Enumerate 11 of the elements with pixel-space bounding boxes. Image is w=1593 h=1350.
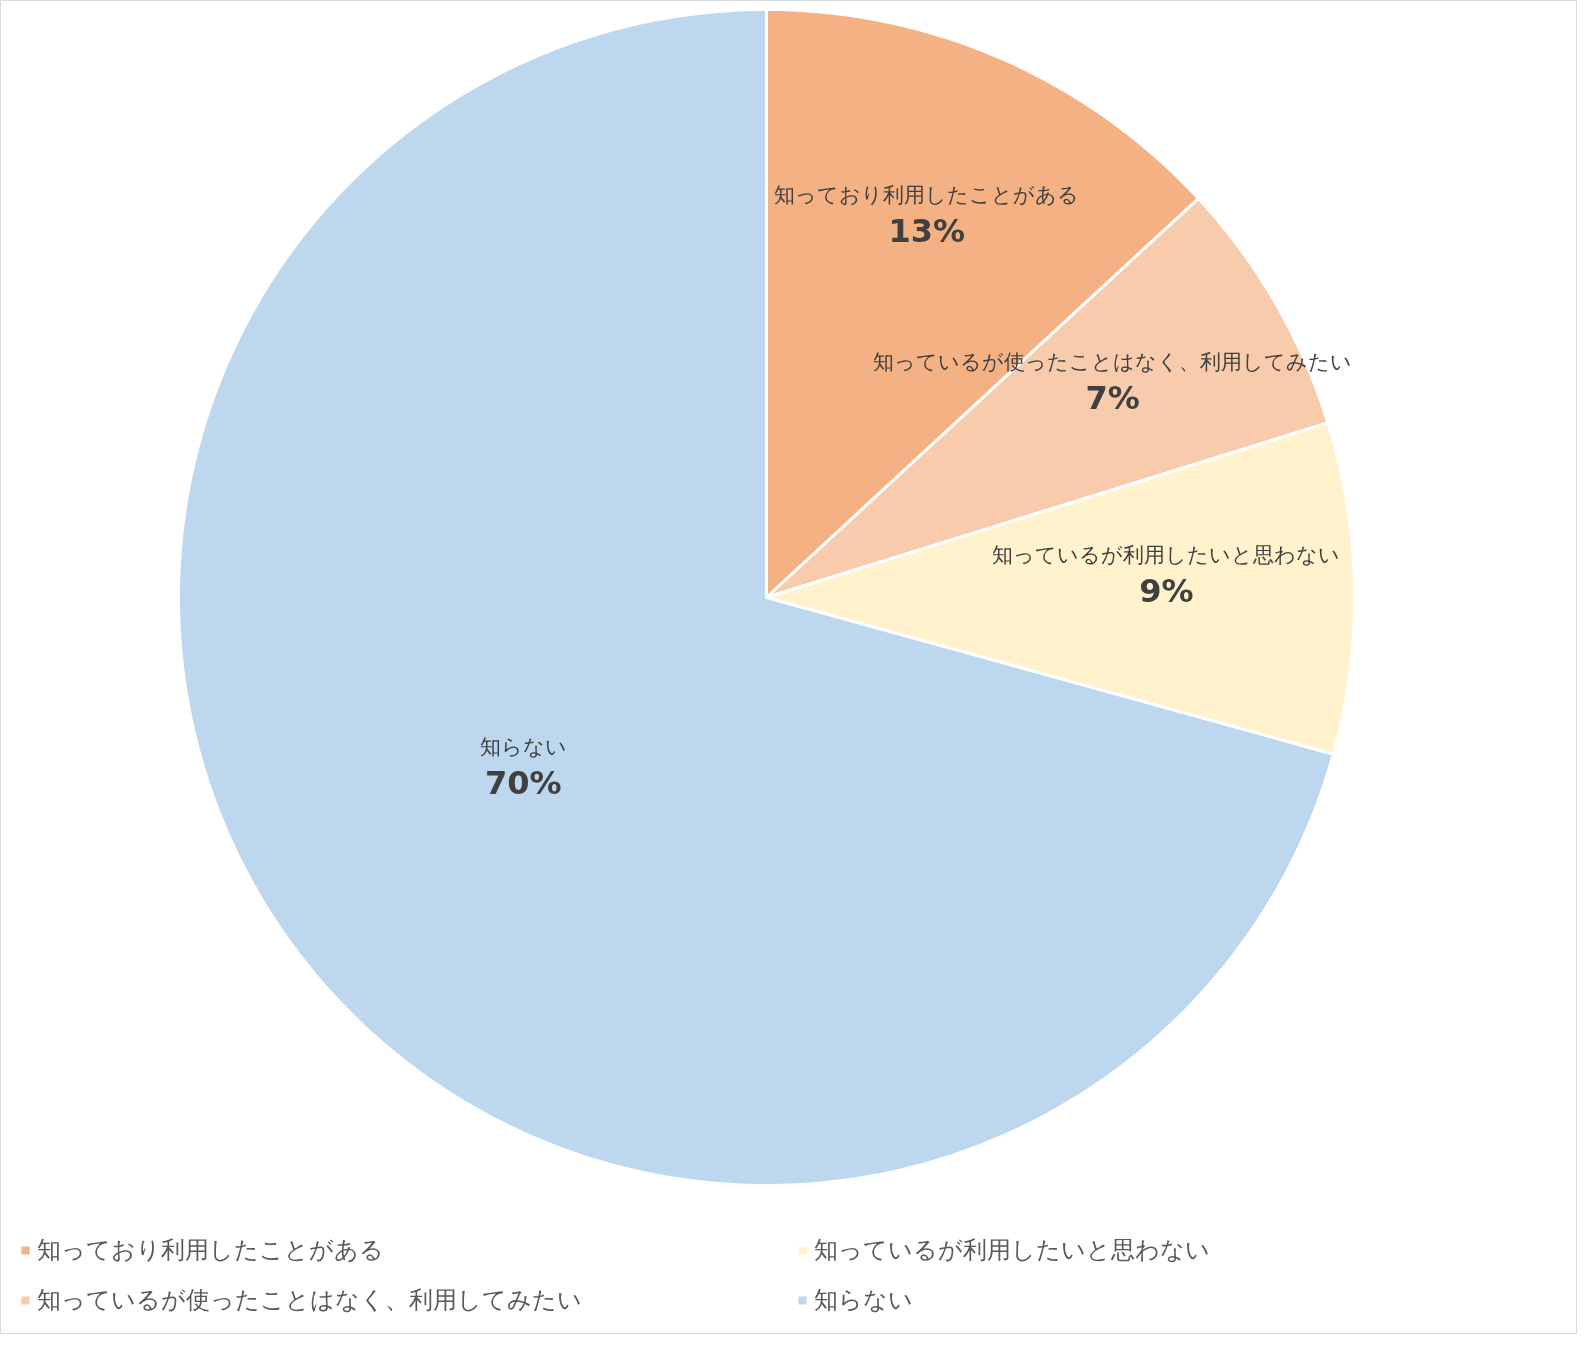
- data-label: 13%: [888, 212, 966, 251]
- slice-label: 知っており利用したことがある: [774, 183, 1080, 208]
- slice-label: 知らない: [479, 734, 567, 759]
- legend-label: 知っているが利用したいと思わない: [814, 1235, 1211, 1266]
- legend-label: 知っているが使ったことはなく、利用してみたい: [37, 1285, 583, 1316]
- data-label: 70%: [484, 763, 562, 802]
- legend-label: 知っており利用したことがある: [37, 1235, 385, 1266]
- data-label: 9%: [1139, 572, 1194, 611]
- slice-label: 知っているが利用したいと思わない: [992, 543, 1341, 568]
- data-label: 7%: [1085, 378, 1140, 417]
- legend-label: 知らない: [814, 1285, 914, 1316]
